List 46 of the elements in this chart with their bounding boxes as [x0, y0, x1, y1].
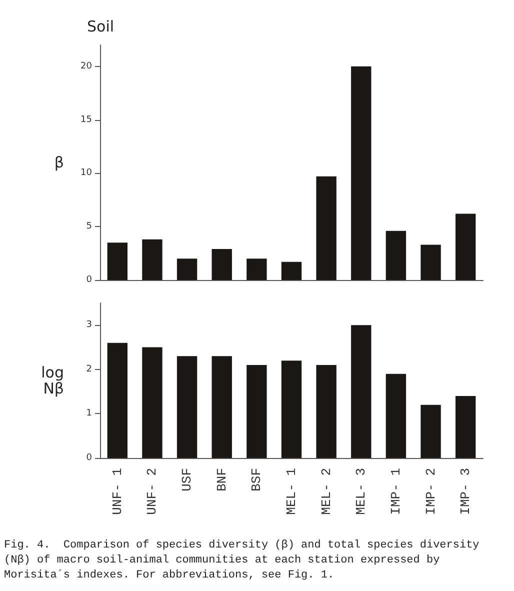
bar: [212, 356, 232, 458]
x-tick-label: IMP- 1: [388, 468, 404, 515]
bar: [420, 244, 441, 280]
y-tick-label: 1: [86, 408, 92, 419]
x-tick-label: UNF- 2: [144, 468, 160, 515]
bar: [386, 374, 406, 458]
chart-title: Soil: [87, 18, 114, 36]
bar: [281, 262, 302, 280]
bar: [176, 356, 198, 458]
y-tick-label: 0: [86, 453, 92, 463]
bar: [316, 176, 336, 280]
y-tick-label: 10: [80, 168, 92, 178]
bar: [351, 325, 372, 458]
bar: [142, 347, 162, 458]
y-tick-label: 5: [86, 222, 92, 232]
x-tick-label: IMP- 2: [423, 468, 438, 515]
x-tick-label: USF: [180, 468, 195, 492]
bar: [281, 360, 302, 458]
bar: [176, 258, 198, 280]
x-tick-label: MEL- 3: [354, 468, 369, 515]
y-axis-title: β: [54, 154, 64, 172]
bar: [246, 365, 267, 458]
bar: [212, 249, 232, 280]
bar: [420, 404, 441, 458]
y-tick-label: 3: [86, 320, 92, 330]
x-tick-label: MEL- 1: [284, 468, 299, 515]
x-tick-label: BNF: [214, 468, 230, 492]
y-tick-label: 2: [86, 364, 92, 374]
y-tick-label: 0: [86, 275, 92, 285]
x-tick-label: BSF: [249, 468, 264, 492]
bar: [351, 66, 372, 280]
x-tick-label: IMP- 3: [458, 468, 474, 515]
bar: [316, 365, 336, 458]
bar: [107, 242, 128, 280]
y-tick-label: 15: [80, 114, 92, 125]
y-axis-title: log Nβ: [41, 364, 64, 398]
bar: [455, 396, 476, 458]
caption: Fig. 4. Comparison of species diversity (β) and total species diversity (Nβ) of macro soil-animal communities at each station expressed by Morisita´s indexes. For abbreviations, see Fig. 1.: [4, 540, 486, 582]
bar: [455, 214, 476, 280]
x-tick-label: MEL- 2: [318, 468, 334, 515]
x-tick-label: UNF- 1: [110, 468, 125, 515]
bar: [386, 230, 406, 280]
bar: [107, 342, 128, 458]
y-tick-label: 20: [80, 61, 92, 72]
bar: [246, 258, 267, 280]
bar: [142, 239, 162, 280]
